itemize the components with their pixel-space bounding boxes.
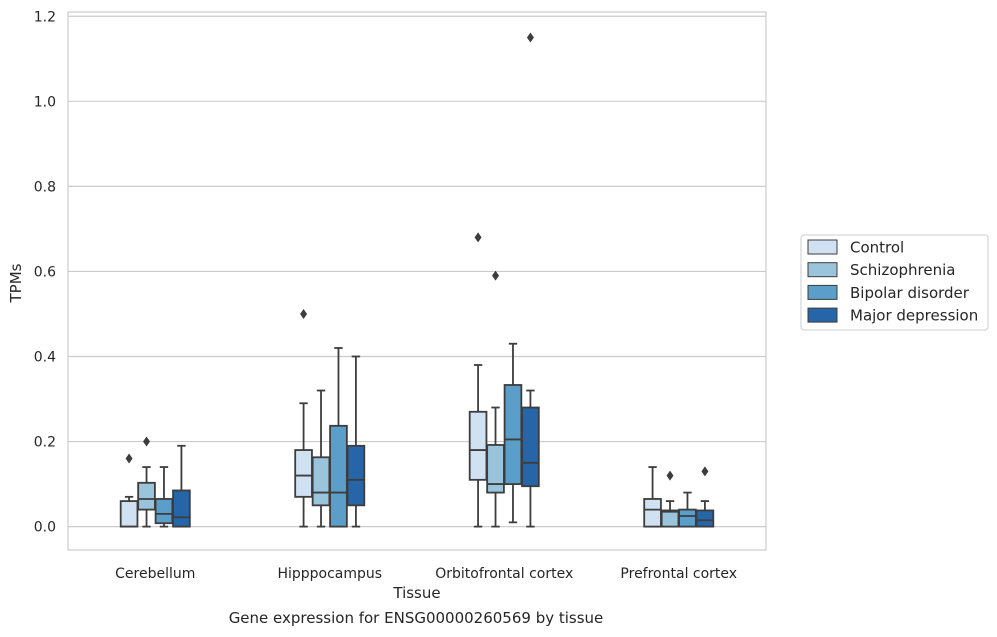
legend-label: Schizophrenia (850, 261, 955, 279)
box-body (468, 410, 488, 481)
y-tick-labels: 0.0 0.2 0.4 0.6 0.8 1.0 1.2 (34, 9, 56, 535)
box-0-0 (119, 453, 139, 528)
legend-swatch (807, 307, 838, 323)
box-0-3 (172, 444, 191, 528)
box-body (137, 481, 156, 511)
legend-swatch (807, 284, 838, 300)
box-2-1 (486, 270, 505, 528)
x-tick-label: Hipppocampus (277, 566, 382, 582)
x-axis-label: Tissue (392, 584, 440, 602)
legend-label: Control (850, 239, 904, 257)
y-tick-label: 0.8 (34, 179, 56, 195)
box-1-3 (346, 355, 366, 528)
y-tick-label: 1.0 (34, 94, 56, 110)
box-0-2 (154, 466, 174, 528)
outlier-point (143, 436, 151, 447)
legend-frame (800, 234, 989, 331)
box-3-3 (695, 466, 715, 528)
box-body (172, 489, 191, 528)
box-body (294, 449, 313, 498)
box-1-0 (294, 308, 313, 528)
legend-items: Control Schizophrenia Bipolar disorder Majo… (807, 239, 978, 325)
box-1-2 (329, 347, 348, 528)
y-tick-label: 0.2 (34, 435, 56, 451)
box-2-0 (468, 232, 488, 528)
outlier-point (125, 453, 133, 464)
box-body (154, 498, 174, 525)
outlier-point (666, 470, 674, 481)
x-tick-label: Orbitofrontal cortex (435, 566, 573, 582)
box-3-2 (678, 491, 697, 528)
y-tick-label: 1.2 (34, 9, 56, 25)
box-body (346, 444, 366, 507)
outlier-point (300, 308, 308, 319)
box-groups (119, 32, 715, 528)
box-body (678, 508, 697, 528)
box-body (329, 424, 348, 528)
x-tick-label: Cerebellum (115, 566, 195, 582)
box-body (695, 509, 715, 528)
box-2-2 (503, 342, 523, 524)
legend-label: Major depression (850, 307, 978, 325)
y-tick-label: 0.6 (34, 264, 56, 280)
box-body (119, 500, 139, 528)
outlier-point (492, 270, 500, 281)
x-tick-labels: Cerebellum Hipppocampus Orbitofrontal cort… (115, 566, 737, 582)
outlier-point (474, 232, 482, 243)
y-tick-label: 0.0 (34, 520, 56, 536)
y-tick-label: 0.4 (34, 349, 56, 365)
outlier-point (526, 32, 534, 43)
legend: Control Schizophrenia Bipolar disorder Majo… (800, 234, 989, 331)
box-2-3 (521, 32, 540, 528)
outlier-point (701, 466, 709, 477)
box-body (503, 384, 523, 485)
box-3-1 (660, 470, 680, 528)
y-axis-label: TPMs (7, 263, 25, 303)
plot-area-frame (67, 11, 767, 551)
box-body (660, 509, 680, 528)
box-body (311, 456, 331, 507)
gridlines (68, 15, 766, 528)
legend-label: Bipolar disorder (850, 284, 970, 302)
legend-swatch (807, 262, 838, 278)
legend-swatch (807, 239, 838, 255)
box-body (643, 498, 662, 528)
box-1-1 (311, 389, 331, 528)
box-3-0 (643, 466, 662, 528)
box-body (521, 406, 540, 488)
x-tick-label: Prefrontal cortex (620, 566, 737, 582)
box-0-1 (137, 436, 156, 528)
box-body (486, 444, 505, 494)
figure-caption: Gene expression for ENSG00000260569 by t… (228, 609, 604, 627)
